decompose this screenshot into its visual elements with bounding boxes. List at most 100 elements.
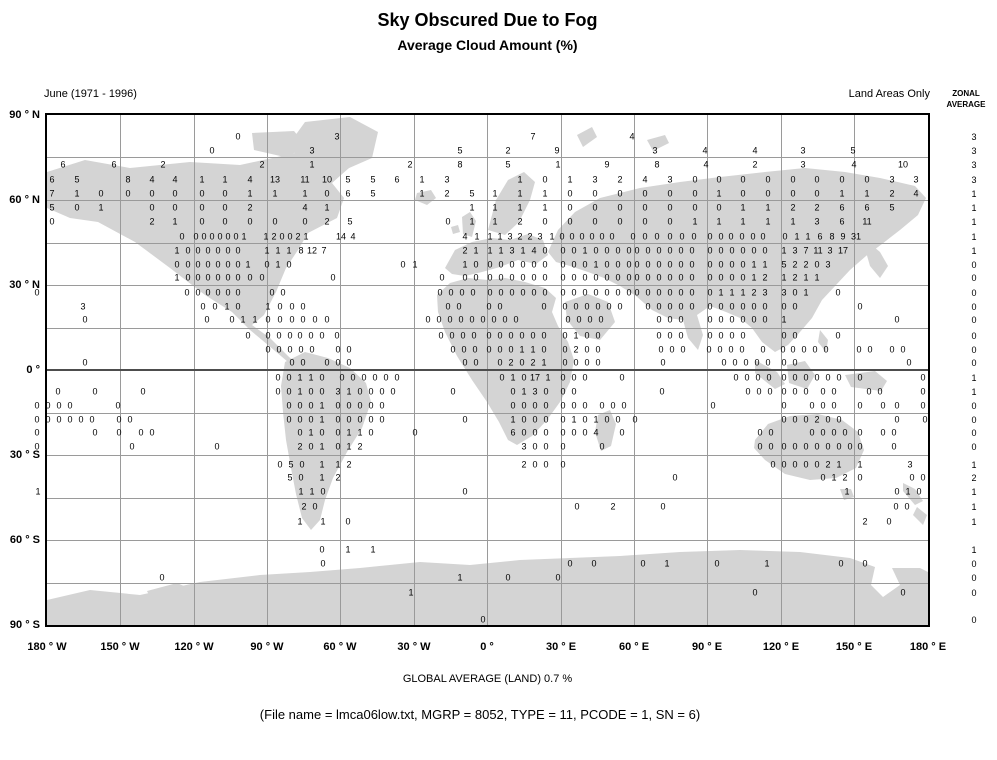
fog-value: 0 [667, 301, 673, 312]
grid-hline [47, 413, 928, 414]
fog-value: 2 [762, 272, 768, 283]
fog-value: 0 [571, 259, 577, 270]
fog-value: 0 [801, 344, 807, 355]
fog-value: 0 [543, 427, 549, 438]
fog-value: 0 [619, 427, 625, 438]
fog-value: 0 [357, 386, 363, 397]
fog-value: 0 [205, 259, 211, 270]
landmass-scandinavia [488, 172, 535, 235]
fog-value: 0 [891, 427, 897, 438]
fog-value: 0 [814, 259, 820, 270]
fog-value: 6 [864, 202, 870, 213]
fog-value: 0 [760, 231, 766, 242]
fog-value: 1 [718, 287, 724, 298]
fog-value: 3 [334, 131, 340, 142]
landmass-antarctic-peninsula [147, 583, 191, 599]
fog-value: 4 [531, 245, 537, 256]
longitude-label: 0 ° [480, 641, 494, 653]
fog-value: 0 [185, 272, 191, 283]
fog-value: 0 [667, 231, 673, 242]
fog-value: 0 [265, 314, 271, 325]
fog-value: 0 [287, 344, 293, 355]
fog-value: 0 [667, 216, 673, 227]
fog-value: 0 [532, 427, 538, 438]
fog-value: 3 [762, 287, 768, 298]
fog-value: 0 [300, 314, 306, 325]
fog-value: 0 [718, 245, 724, 256]
fog-value: 0 [615, 272, 621, 283]
fog-value: 0 [45, 414, 51, 425]
fog-value: 0 [508, 330, 514, 341]
fog-value: 0 [205, 245, 211, 256]
fog-value: 0 [751, 245, 757, 256]
fog-value: 0 [615, 414, 621, 425]
fog-value: 0 [149, 188, 155, 199]
fog-value: 1 [419, 188, 425, 199]
fog-value: 0 [678, 259, 684, 270]
fog-value: 0 [615, 287, 621, 298]
fog-value: 2 [803, 259, 809, 270]
fog-value: 0 [867, 344, 873, 355]
fog-value: 0 [129, 441, 135, 452]
fog-value: 31 [850, 231, 862, 242]
fog-value: 2 [889, 188, 895, 199]
fog-value: 0 [179, 231, 185, 242]
fog-value: 1 [302, 188, 308, 199]
fog-value: 7 [530, 131, 536, 142]
fog-value: 0 [368, 400, 374, 411]
landmass-svalbard [577, 127, 597, 147]
fog-value: 0 [893, 501, 899, 512]
fog-value: 1 [545, 372, 551, 383]
fog-value: 5 [287, 472, 293, 483]
fog-value: 1 [346, 427, 352, 438]
fog-value: 2 [792, 272, 798, 283]
fog-value: 0 [571, 372, 577, 383]
fog-value: 0 [765, 357, 771, 368]
fog-value: 0 [487, 259, 493, 270]
zonal-average-value: 1 [971, 189, 977, 199]
fog-value: 0 [678, 301, 684, 312]
fog-value: 0 [589, 231, 595, 242]
fog-value: 0 [297, 414, 303, 425]
fog-value: 4 [593, 427, 599, 438]
longitude-label: 120 ° W [174, 641, 214, 653]
landmass-tasmania [840, 489, 854, 500]
fog-value: 0 [678, 314, 684, 325]
fog-value: 0 [792, 330, 798, 341]
fog-value: 0 [319, 544, 325, 555]
fog-value: 2 [301, 501, 307, 512]
grid-hline [47, 285, 928, 286]
fog-value: 0 [289, 357, 295, 368]
zonal-average-value: 0 [971, 588, 977, 598]
fog-value: 0 [308, 414, 314, 425]
fog-value: 0 [195, 287, 201, 298]
longitude-label: 150 ° W [100, 641, 140, 653]
fog-value: 14 [335, 231, 347, 242]
zonal-average-value: 0 [971, 260, 977, 270]
fog-value: 0 [92, 427, 98, 438]
fog-value: 0 [542, 259, 548, 270]
longitude-label: 150 ° E [835, 641, 873, 653]
fog-value: 0 [610, 400, 616, 411]
fog-value: 2 [259, 159, 265, 170]
fog-value: 0 [765, 188, 771, 199]
landmass-iceland [415, 190, 436, 205]
fog-value: 0 [659, 386, 665, 397]
fog-value: 1 [593, 414, 599, 425]
fog-value: 0 [225, 287, 231, 298]
longitude-label: 60 ° E [618, 641, 650, 653]
fog-value: 0 [757, 441, 763, 452]
fog-value: 4 [247, 174, 253, 185]
fog-value: 1 [781, 272, 787, 283]
fog-value: 0 [235, 245, 241, 256]
fog-value: 8 [298, 245, 304, 256]
fog-value: 0 [521, 372, 527, 383]
fog-value: 0 [825, 372, 831, 383]
fog-value: 0 [269, 287, 275, 298]
fog-value: 0 [335, 427, 341, 438]
fog-value: 0 [574, 501, 580, 512]
fog-value: 0 [298, 344, 304, 355]
fog-value: 0 [567, 216, 573, 227]
fog-value: 2 [530, 357, 536, 368]
fog-value: 0 [920, 400, 926, 411]
